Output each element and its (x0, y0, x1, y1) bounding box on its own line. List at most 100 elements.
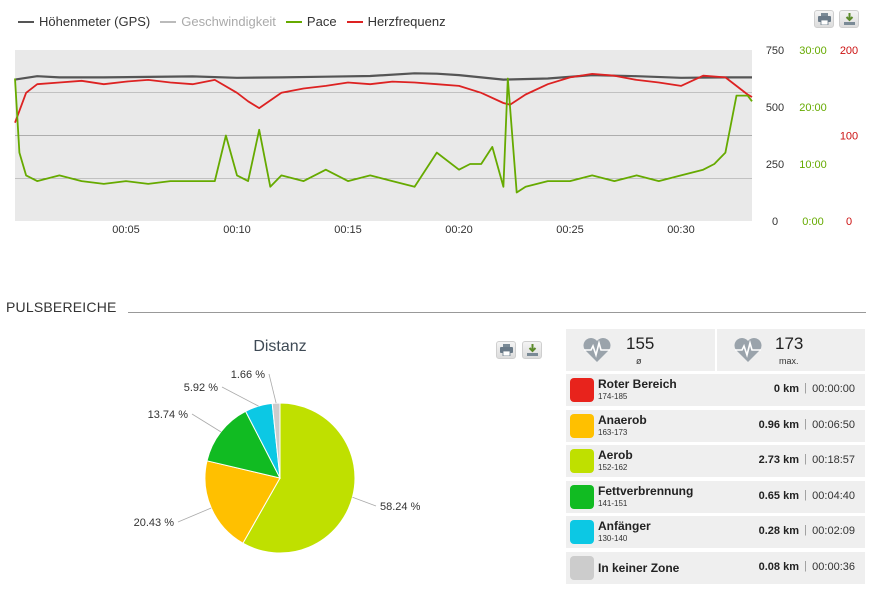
zone-color-swatch (570, 520, 594, 544)
y-tick-label: 30:00 (799, 45, 827, 57)
zone-separator: | (804, 524, 807, 536)
pie-slice-label: 1.66 % (231, 369, 265, 381)
x-tick-label: 00:30 (667, 224, 695, 236)
chart-legend: Höhenmeter (GPS) Geschwindigkeit Pace He… (18, 14, 446, 29)
zone-range: 152-162 (598, 463, 628, 472)
y-tick-label: 10:00 (799, 159, 827, 171)
pie-export-button[interactable] (522, 341, 542, 359)
max-heart-rate-box: 173 max. (717, 329, 865, 371)
zone-time: 00:04:40 (812, 489, 855, 502)
zone-distance: 0.65 km (758, 489, 799, 502)
avg-heart-rate-label: ø (636, 356, 642, 366)
zone-name: Anfänger (598, 519, 651, 533)
zone-color-swatch (570, 555, 594, 580)
y-tick-label: 750 (766, 45, 784, 57)
section-title: PULSBEREICHE (6, 299, 117, 315)
line-chart: 00:05 00:10 00:15 00:20 00:25 00:30 0 250 500 750… (14, 45, 858, 236)
legend-label: Pace (306, 14, 337, 29)
series-line-herzfrequenz[interactable] (14, 73, 753, 124)
series-line-pace[interactable] (14, 77, 753, 194)
zone-name: Anaerob (598, 412, 647, 427)
pie-label-connector (268, 373, 277, 404)
pie-title: Distanz (253, 338, 307, 355)
zone-row: In keiner Zone 0.08 km | 00:00:36 (566, 551, 865, 584)
zone-row: Aerob 152-162 2.73 km | 00:18:57 (566, 445, 865, 477)
y-tick-label: 20:00 (799, 102, 827, 114)
pie-label-connector (177, 507, 212, 523)
pie-label-connector (191, 413, 222, 433)
zone-row: Anfänger 130-140 0.28 km | 00:02:09 (566, 516, 865, 548)
zone-name: Aerob (598, 448, 633, 462)
pie-label-connector (221, 386, 259, 407)
zone-range: 130-140 (598, 534, 628, 543)
x-tick-label: 00:25 (556, 224, 584, 236)
y-tick-label: 100 (840, 131, 858, 143)
legend-label: Herzfrequenz (367, 14, 446, 29)
zone-row: Fettverbrennung 141-151 0.65 km | 00:04:40 (566, 480, 865, 513)
zone-distance: 0 km (773, 383, 799, 395)
legend-label: Höhenmeter (GPS) (39, 14, 151, 29)
pie-slice[interactable] (206, 410, 281, 479)
zone-name: Roter Bereich (598, 377, 677, 391)
pie-slice[interactable] (242, 402, 356, 554)
heart-rate-icon (583, 338, 611, 362)
y-tick-label: 0 (772, 216, 778, 228)
zone-range: 174-185 (598, 392, 628, 401)
print-icon (500, 344, 513, 356)
zone-time: 00:00:00 (812, 383, 855, 395)
x-tick-label: 00:05 (112, 224, 140, 236)
y-tick-label: 250 (766, 159, 784, 171)
zone-range: 141-151 (598, 498, 628, 508)
legend-swatch (285, 20, 302, 23)
legend-item-herzfrequenz[interactable]: Herzfrequenz (346, 14, 446, 29)
download-icon (527, 344, 538, 356)
heart-rate-icon (734, 338, 762, 362)
legend-item-geschwindigkeit[interactable]: Geschwindigkeit (160, 14, 276, 29)
print-button[interactable] (814, 10, 834, 28)
y-tick-label: 0 (846, 216, 852, 228)
y-tick-label: 0:00 (802, 216, 823, 228)
zone-color-swatch (570, 449, 594, 473)
pie-label-connector (352, 496, 377, 507)
zone-distance: 0.28 km (758, 525, 799, 537)
zone-name: In keiner Zone (598, 560, 680, 575)
zone-separator: | (804, 417, 807, 430)
legend-item-pace[interactable]: Pace (285, 14, 337, 29)
max-heart-rate-value: 173 (775, 334, 804, 353)
legend-swatch (18, 20, 34, 23)
y-tick-label: 200 (840, 45, 858, 57)
zone-name: Fettverbrennung (598, 483, 694, 498)
legend-swatch (160, 20, 177, 23)
pie-chart: 58.24 % 20.43 % 13.74 % 5.92 % 1.66 % (134, 369, 421, 554)
y-tick-label: 500 (766, 102, 784, 114)
legend-swatch (346, 20, 363, 23)
series-line-h-henmeter-gps-[interactable] (14, 72, 752, 81)
zone-row: Roter Bereich 174-185 0 km | 00:00:00 (566, 374, 865, 406)
x-tick-label: 00:20 (445, 224, 473, 236)
pie-slice-label: 5.92 % (184, 382, 218, 394)
legend-item-hoehenmeter[interactable]: Höhenmeter (GPS) (18, 14, 150, 29)
zone-distance: 2.73 km (758, 454, 799, 466)
zone-color-swatch (570, 484, 594, 509)
zone-color-swatch (570, 378, 594, 402)
avg-heart-rate-box: 155 ø (566, 329, 715, 371)
zone-separator: | (804, 559, 807, 572)
pie-slice-label: 58.24 % (380, 501, 421, 513)
zone-time: 00:02:09 (812, 525, 855, 537)
zone-separator: | (804, 488, 807, 501)
zone-separator: | (804, 453, 807, 465)
zone-separator: | (804, 382, 807, 394)
x-tick-label: 00:15 (334, 224, 362, 236)
export-button[interactable] (839, 10, 859, 28)
print-icon (818, 13, 831, 25)
pie-print-button[interactable] (496, 341, 516, 359)
section-divider (128, 312, 866, 313)
zone-row: Anaerob 163-173 0.96 km | 00:06:50 (566, 409, 865, 442)
download-icon (844, 13, 855, 25)
avg-heart-rate-value: 155 (626, 334, 655, 353)
pie-slice[interactable] (204, 460, 281, 544)
zone-distance: 0.08 km (758, 560, 799, 573)
zone-time: 00:18:57 (812, 454, 855, 466)
zone-range: 163-173 (598, 427, 628, 437)
zone-time: 00:06:50 (812, 418, 855, 431)
